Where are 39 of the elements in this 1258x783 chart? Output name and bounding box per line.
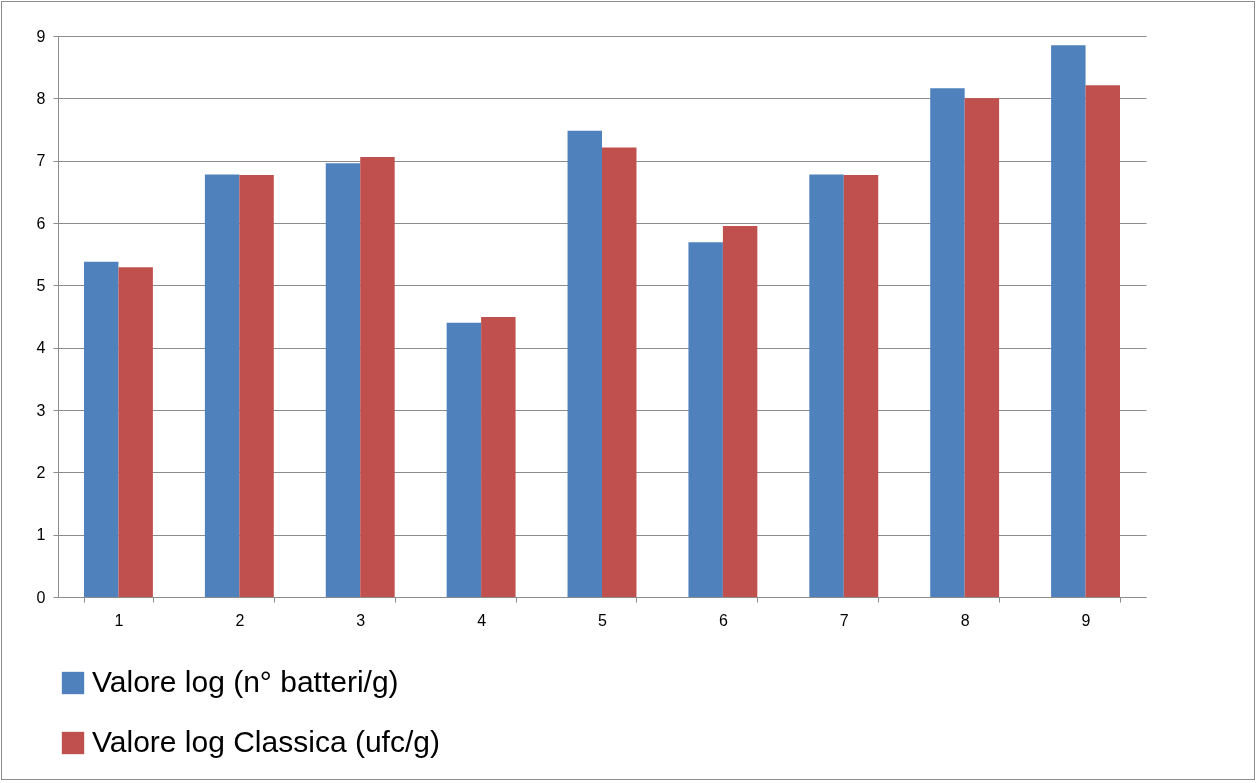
bar [239, 175, 274, 597]
y-tick-label: 7 [36, 152, 46, 170]
x-tick-label: 7 [839, 611, 849, 629]
x-tick-label: 8 [960, 611, 970, 629]
bar [964, 98, 1000, 597]
bar [602, 147, 637, 597]
bar [360, 156, 395, 597]
y-tick-label: 3 [36, 401, 46, 419]
x-tick-label: 3 [356, 611, 366, 629]
y-tick-label: 5 [36, 276, 46, 294]
bar [325, 163, 361, 597]
legend-label: Valore log Classica (ufc/g) [92, 725, 440, 758]
y-tick-label: 2 [36, 463, 46, 481]
bar [843, 175, 879, 597]
y-tick-label: 8 [36, 89, 46, 107]
bar [481, 317, 516, 597]
y-tick-label: 6 [36, 214, 46, 232]
bar [567, 130, 602, 597]
x-tick-label: 4 [477, 611, 487, 629]
bar [118, 267, 153, 597]
x-tick-label: 9 [1081, 611, 1091, 629]
x-tick-label: 5 [598, 611, 608, 629]
y-tick-label: 1 [36, 526, 46, 544]
bar [1051, 45, 1086, 597]
x-tick-label: 2 [235, 611, 245, 629]
bar [83, 261, 119, 597]
y-tick-label: 0 [36, 588, 46, 606]
bar [1085, 85, 1121, 597]
bar [446, 322, 482, 597]
bar [809, 174, 844, 597]
bar [722, 226, 758, 597]
y-tick-label: 9 [36, 27, 46, 45]
bar [930, 88, 965, 597]
y-tick-label: 4 [36, 339, 46, 357]
x-tick-label: 1 [114, 611, 124, 629]
bar [204, 174, 240, 597]
x-tick-label: 6 [718, 611, 728, 629]
legend-label: Valore log (n° batteri/g) [92, 665, 399, 698]
bar [688, 242, 723, 597]
